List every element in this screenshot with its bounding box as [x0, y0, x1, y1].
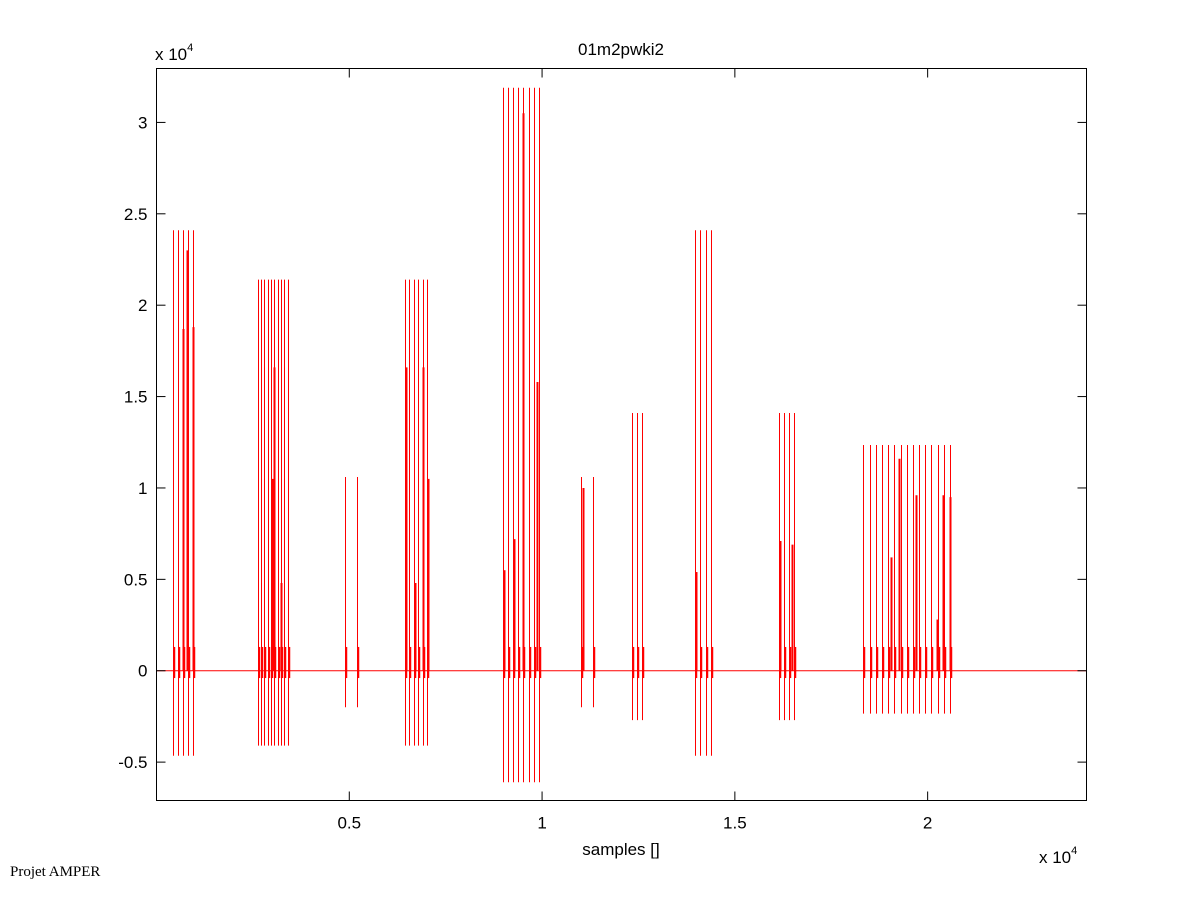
axes-box	[156, 68, 1087, 801]
footer-note: Projet AMPER	[10, 864, 101, 880]
y-tick-label: -0.5	[118, 753, 147, 772]
x-tick-label: 2	[923, 814, 932, 833]
y-tick-label: 2.5	[124, 205, 148, 224]
x-axis-label: samples []	[582, 840, 659, 859]
y-tick-label: 1	[138, 479, 147, 498]
y-tick-label: 0	[138, 662, 147, 681]
y-tick-label: 0.5	[124, 570, 148, 589]
x-tick-label: 0.5	[337, 814, 361, 833]
x-multiplier: x 104	[1039, 845, 1077, 867]
chart-title: 01m2pwki2	[578, 40, 664, 59]
x-tick-label: 1	[537, 814, 546, 833]
ticks: 0.5 1 1.5 2 -0.5 0 0.5 1 1.5 2 2.5 3	[118, 68, 1087, 833]
x-tick-label: 1.5	[723, 814, 747, 833]
y-tick-label: 2	[138, 296, 147, 315]
y-tick-label: 1.5	[124, 388, 148, 407]
plot-marks	[156, 87, 1087, 783]
y-tick-label: 3	[138, 113, 147, 132]
y-multiplier: x 104	[155, 42, 193, 64]
